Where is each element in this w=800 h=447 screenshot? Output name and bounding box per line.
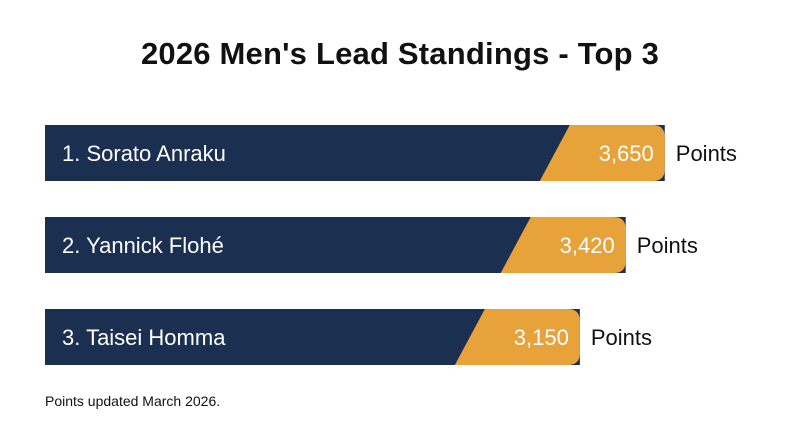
unit-label: Points [637,233,698,258]
bar-value-segment [539,125,665,181]
bar-value-segment [454,309,580,365]
value-label: 3,650 [599,141,654,166]
unit-label: Points [676,141,737,166]
bar-value-segment [500,217,626,273]
chart-title: 2026 Men's Lead Standings - Top 3 [140,36,660,71]
bar-row: 2. Yannick Flohé 3,420 Points [45,217,698,273]
unit-label: Points [591,325,652,350]
category-label: 1. Sorato Anraku [62,141,226,166]
footnote: Points updated March 2026. [45,393,221,409]
bar-row: 3. Taisei Homma 3,150 Points [45,309,652,365]
category-label: 2. Yannick Flohé [62,233,224,258]
category-label: 3. Taisei Homma [62,325,226,350]
value-label: 3,150 [514,325,569,350]
bar-row: 1. Sorato Anraku 3,650 Points [45,125,737,181]
value-label: 3,420 [560,233,615,258]
